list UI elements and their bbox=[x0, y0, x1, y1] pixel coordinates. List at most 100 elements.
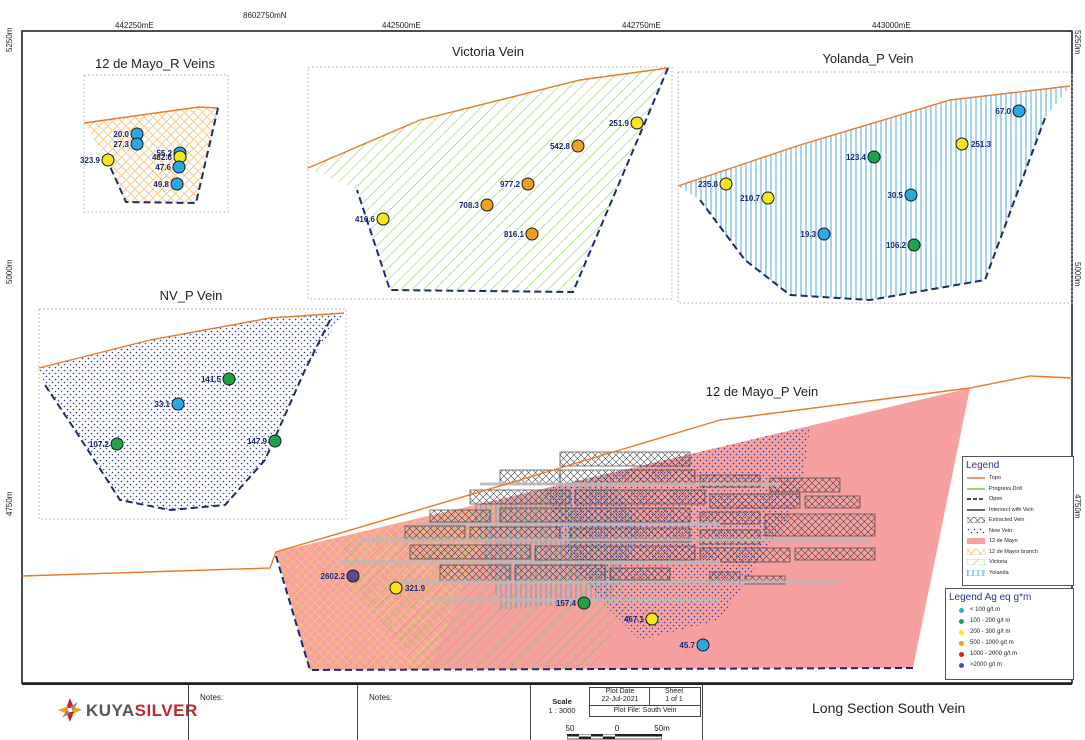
legend-ag-title: Legend Ag eq g*m bbox=[949, 592, 1032, 603]
legend-ag-item: 200 - 300 g/t m bbox=[946, 627, 1073, 638]
sample-point bbox=[696, 638, 710, 652]
sample-point bbox=[577, 596, 591, 610]
legend-ag-label: 500 - 1000 g/t m bbox=[970, 640, 1014, 646]
legend-ag-label: 1000 - 2000 g/t m bbox=[970, 651, 1018, 657]
sample-label: 27.3 bbox=[113, 140, 129, 149]
sample-label: 157.4 bbox=[556, 599, 577, 608]
legend-ag-item: 1000 - 2000 g/t m bbox=[946, 649, 1073, 660]
legend: Legend Topo Progress Drill Open Intersec… bbox=[962, 456, 1074, 586]
sample-point bbox=[867, 150, 881, 164]
legend-item: Yolanda bbox=[963, 568, 1073, 579]
sheet-label: Sheet bbox=[664, 688, 684, 695]
sample-label: 45.7 bbox=[679, 641, 695, 650]
scale-bar-label: 0 bbox=[614, 724, 620, 733]
topo-line bbox=[83, 106, 219, 124]
topo-line bbox=[307, 67, 669, 169]
sample-label: 467.1 bbox=[624, 615, 645, 624]
legend-mayo-swatch bbox=[967, 538, 985, 544]
legend-branch-swatch bbox=[967, 548, 985, 555]
panel-title-yolanda: Yolanda_P Vein bbox=[822, 51, 913, 66]
sample-label: 55.2 bbox=[156, 149, 172, 158]
legend-ag-item: 100 - 200 g/t m bbox=[946, 616, 1073, 627]
sample-label: 106.2 bbox=[886, 241, 907, 250]
easting-label: 442500mE bbox=[382, 21, 421, 30]
sample-label: 147.9 bbox=[247, 437, 268, 446]
panel-box-nv bbox=[38, 308, 347, 520]
vein-victoria bbox=[308, 68, 668, 292]
kuya-logo-icon bbox=[58, 698, 82, 722]
vein-mayo-r bbox=[84, 107, 218, 203]
sample-label: 482.6 bbox=[152, 153, 173, 162]
legend-item: Progress Drill bbox=[963, 484, 1073, 495]
legend-drill-swatch bbox=[967, 487, 985, 490]
plot-file: Plot File: South Vein bbox=[613, 707, 677, 714]
workings bbox=[404, 451, 876, 585]
sample-label: 235.8 bbox=[698, 180, 719, 189]
easting-label: 442750mE bbox=[622, 21, 661, 30]
grade-dot-icon bbox=[959, 607, 964, 613]
sample-point bbox=[222, 372, 236, 386]
sample-point bbox=[525, 227, 539, 241]
topo-line bbox=[38, 312, 345, 369]
grade-dot-icon bbox=[959, 651, 964, 657]
sample-label: 123.4 bbox=[846, 153, 867, 162]
sample-point bbox=[521, 177, 535, 191]
legend-ag-item: 500 - 1000 g/t m bbox=[946, 638, 1073, 649]
legend-item: New Vein bbox=[963, 526, 1073, 537]
legend-item: 12 de Mayor branch bbox=[963, 547, 1073, 558]
legend-ag-label: 200 - 300 g/t m bbox=[970, 629, 1011, 635]
grade-dot-icon bbox=[959, 629, 964, 635]
open-boundary bbox=[356, 67, 669, 294]
vein-yolanda bbox=[678, 86, 1070, 300]
title-block: KUYASILVER Notes: Notes: Scale 1 : 3000 … bbox=[22, 683, 1072, 740]
legend-intersect-swatch bbox=[967, 508, 985, 511]
sample-point bbox=[110, 437, 124, 451]
northing-label: 8602750mN bbox=[243, 11, 287, 20]
easting-label: 442250mE bbox=[115, 21, 154, 30]
sample-label: 19.3 bbox=[800, 230, 816, 239]
legend-ag-label: 100 - 200 g/t m bbox=[970, 618, 1011, 624]
sample-point bbox=[630, 116, 644, 130]
scale-value: 1 : 3000 bbox=[548, 706, 576, 715]
notes-label: Notes: bbox=[369, 693, 393, 702]
sample-label: 542.8 bbox=[550, 142, 571, 151]
legend-topo-swatch bbox=[967, 477, 985, 479]
sample-point bbox=[907, 238, 921, 252]
legend-yolanda-swatch bbox=[967, 569, 985, 576]
sample-label: 47.6 bbox=[155, 163, 171, 172]
sample-point bbox=[268, 434, 282, 448]
easting-label: 443000mE bbox=[872, 21, 911, 30]
sample-point bbox=[761, 191, 775, 205]
legend-extracted-swatch bbox=[967, 517, 985, 523]
scale-bar-label: 50 bbox=[565, 724, 575, 733]
scale-bar-label: 50m bbox=[654, 724, 670, 733]
sample-label: 67.0 bbox=[995, 107, 1011, 116]
company-logo: KUYASILVER bbox=[86, 701, 198, 720]
sample-label: 323.9 bbox=[80, 156, 101, 165]
panel-title-mayo-p: 12 de Mayo_P Vein bbox=[706, 384, 819, 399]
panel-box-mayo-r bbox=[83, 74, 229, 213]
legend-item: Intersect with Vein bbox=[963, 505, 1073, 516]
sample-label: 30.5 bbox=[887, 191, 903, 200]
notes-label: Notes: bbox=[200, 693, 224, 702]
legend-item: Topo bbox=[963, 473, 1073, 484]
scale-bar bbox=[567, 734, 662, 740]
sample-label: 107.2 bbox=[89, 440, 110, 449]
sample-label: 816.1 bbox=[504, 230, 525, 239]
legend-ag-label: < 100 g/t m bbox=[970, 607, 1001, 613]
sample-label: 251.9 bbox=[609, 119, 630, 128]
sample-point bbox=[171, 397, 185, 411]
panel-title-mayo-r: 12 de Mayo_R Veins bbox=[95, 56, 215, 71]
sample-point bbox=[346, 569, 360, 583]
sample-label: 20.0 bbox=[113, 130, 129, 139]
sample-point bbox=[571, 139, 585, 153]
scale-label: Scale bbox=[552, 697, 572, 706]
sample-point bbox=[719, 177, 733, 191]
legend-item: Victoria bbox=[963, 557, 1073, 568]
progress-drill bbox=[340, 482, 870, 602]
open-boundary bbox=[107, 107, 219, 205]
panel-title-victoria: Victoria Vein bbox=[452, 44, 524, 59]
section-title: Long Section South Vein bbox=[812, 700, 966, 716]
